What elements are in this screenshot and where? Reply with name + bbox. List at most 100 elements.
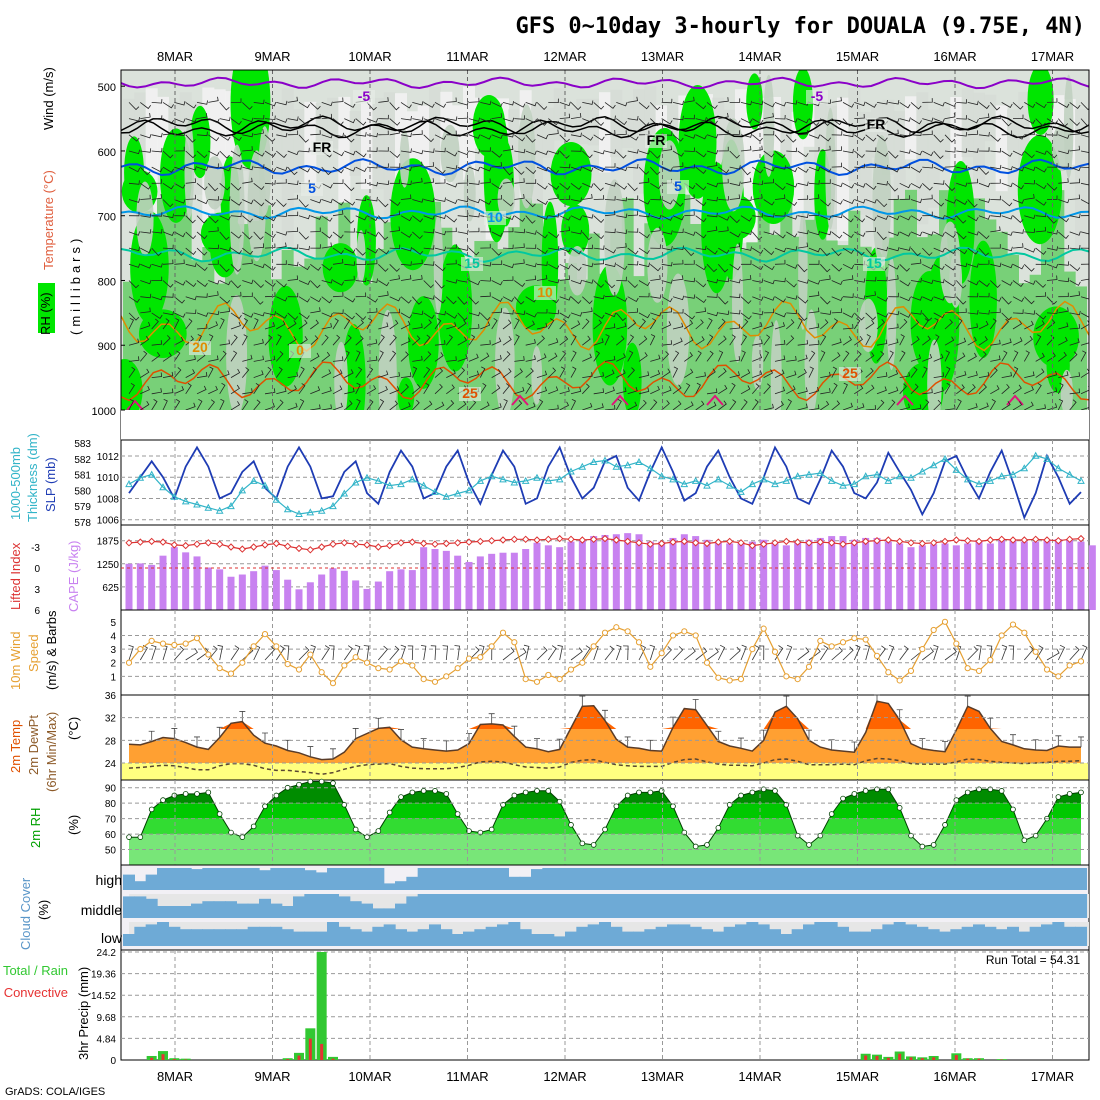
wind-barb [287, 312, 299, 321]
wind-barb [695, 166, 707, 174]
wind-barb [627, 280, 638, 288]
wind-barb [650, 275, 661, 281]
wind-barb [593, 319, 602, 330]
rh2m-point [692, 843, 699, 850]
cape-bar [714, 541, 722, 610]
wind-barb [344, 275, 355, 281]
wind-barb [355, 335, 364, 346]
cloud-bar [746, 868, 759, 890]
li-tick-label: 3 [34, 585, 40, 596]
wind-barb [717, 350, 724, 362]
wind-barb [1046, 246, 1059, 251]
thickness-point [521, 476, 530, 484]
wind-barb [627, 308, 639, 314]
temp-minmax-bar [1032, 739, 1039, 750]
ylabel-2m-rh: 2m RH [28, 808, 43, 848]
wind-barb [208, 196, 219, 201]
wind-barb [378, 264, 389, 272]
rh2m-point [182, 791, 189, 797]
wind-barb [434, 296, 446, 304]
wind-barb [899, 102, 911, 109]
cloud-bar [599, 868, 611, 890]
wind-barb [128, 366, 136, 378]
wind-barb [162, 244, 174, 250]
cloud-bar [757, 868, 770, 890]
ylabel-wind: Wind (m/s) [41, 67, 56, 130]
cape-bar [227, 576, 235, 610]
thickness-point [884, 476, 893, 484]
wind-barb [888, 338, 899, 346]
lifted-index-point [306, 546, 315, 554]
wind-barb [593, 215, 605, 223]
wind-barb [140, 307, 151, 314]
wind-barb [502, 263, 515, 269]
wind-barb [831, 400, 841, 410]
cape-bar [839, 536, 847, 610]
wind-barb [332, 247, 344, 255]
wind-barb [332, 231, 344, 239]
wind-barb [1046, 163, 1058, 168]
wind-barb [1046, 275, 1058, 281]
thickness-point [941, 454, 949, 462]
wind-barb [763, 308, 775, 314]
wind-barb [548, 278, 560, 284]
wind-barb [559, 195, 571, 200]
wind-speed-point [715, 674, 722, 681]
wind-speed-point [511, 639, 518, 646]
wind-barb [876, 150, 888, 157]
wind-barb [548, 367, 557, 378]
wind-barb [491, 102, 503, 108]
contour-label: -5 [811, 88, 824, 104]
wind-barb-10m [400, 644, 407, 661]
wind-barbs-upper [128, 70, 1089, 410]
wind-barb [650, 182, 662, 190]
rh-saturated-blob [341, 324, 366, 410]
cloud-bar [123, 934, 135, 946]
wind-barb [808, 323, 820, 330]
cloud-bar [689, 894, 702, 918]
lifted-index-point [1077, 534, 1085, 543]
wind-barb [1080, 350, 1087, 362]
wind-barb [310, 215, 322, 220]
wind-barb-10m [887, 644, 895, 661]
ylabel-barbs: (m/s) & Barbs [44, 610, 59, 690]
slp-tick-label: 1012 [97, 452, 120, 463]
wind-barb [219, 196, 231, 201]
wind-barb [808, 340, 820, 346]
cloud-bar [157, 906, 169, 918]
cape-bar [250, 571, 258, 610]
wind-barb [310, 319, 319, 330]
cloud-bar [372, 868, 385, 890]
wind-barb [276, 242, 287, 249]
wind-barb [616, 229, 628, 234]
wind-barb [718, 247, 730, 254]
wind-barb [525, 101, 537, 107]
wind-barb [321, 296, 333, 304]
wind-barb [888, 274, 899, 281]
wind-barb [253, 129, 264, 136]
wind-barb [740, 177, 752, 184]
wind-barb [151, 263, 163, 268]
wind-barb [185, 318, 193, 330]
wind-barb [978, 351, 987, 362]
cloud-bar [508, 894, 521, 918]
wind-barb [196, 247, 208, 256]
contour-label: FR [313, 139, 332, 155]
wind-barb [876, 231, 887, 241]
wind-barb [559, 312, 571, 319]
wind-barb [582, 150, 593, 159]
thickness-point [499, 475, 507, 483]
wind-barb [1035, 199, 1047, 206]
wind-barb [242, 354, 253, 362]
wind-barb [264, 166, 277, 173]
thickness-tick-label: 581 [74, 471, 91, 482]
rh-dry-streak [399, 129, 410, 188]
wind-barb-10m [547, 645, 557, 661]
wind-barb [706, 318, 713, 330]
cloud-bar [859, 868, 872, 890]
wind-barb [752, 145, 763, 152]
rh-pale-band [905, 96, 917, 160]
wind-speed-point [148, 637, 155, 645]
wind-barb [740, 145, 752, 152]
cloud-bar [769, 868, 781, 890]
